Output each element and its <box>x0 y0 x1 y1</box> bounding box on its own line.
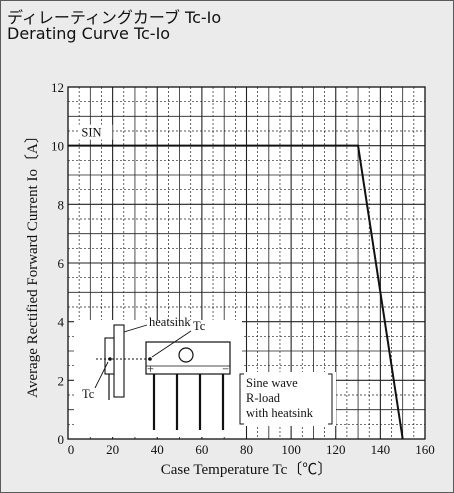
x-tick-label: 60 <box>195 442 208 457</box>
x-tick-label: 140 <box>371 442 391 457</box>
y-tick-label: 8 <box>58 197 65 212</box>
minus-mark: − <box>222 362 229 376</box>
x-tick-label: 120 <box>326 442 346 457</box>
x-tick-label: 100 <box>281 442 301 457</box>
series-label: SIN <box>81 126 101 140</box>
tc-point-side <box>108 357 112 361</box>
series-line <box>68 144 404 440</box>
y-tick-label: 10 <box>51 139 64 154</box>
heatsink-plate <box>113 324 125 398</box>
chart-title-japanese: ディレーティングカーブ Tc-Io <box>7 8 222 27</box>
tc-left-leader <box>94 361 109 389</box>
heatsink-leader <box>123 324 148 333</box>
package-side-view <box>104 337 115 375</box>
condition-line: Sine wave <box>246 376 298 390</box>
plus-mark: + <box>147 362 154 376</box>
tc-label-left: Tc <box>82 387 95 401</box>
series-label-background <box>78 124 113 140</box>
y-tick-label: 4 <box>58 315 65 330</box>
tc-top-leader <box>151 330 192 358</box>
tc-point-front <box>148 357 152 361</box>
y-tick-label: 2 <box>58 373 65 388</box>
y-tick-label: 12 <box>51 80 64 95</box>
condition-bracket-right <box>328 373 333 425</box>
tc-label-top: Tc <box>193 319 206 333</box>
condition-bracket-left <box>239 373 244 425</box>
x-tick-label: 40 <box>151 442 164 457</box>
x-axis-label: Case Temperature Tc〔℃〕 <box>161 461 332 478</box>
condition-note-background <box>238 372 336 426</box>
x-tick-label: 80 <box>240 442 253 457</box>
x-tick-label: 0 <box>68 442 75 457</box>
y-tick-label: 6 <box>58 256 65 271</box>
condition-line: R-load <box>246 391 281 405</box>
mounting-hole <box>178 347 194 363</box>
chart-title-english: Derating Curve Tc-Io <box>7 24 171 43</box>
series-group: SIN <box>68 124 404 440</box>
condition-line: with heatsink <box>246 406 314 420</box>
x-tick-label: 20 <box>106 442 119 457</box>
tick-labels: 0 20 40 60 80 100 120 140 160 0 2 4 6 8 10 12 <box>51 80 435 457</box>
x-tick-label: 160 <box>415 442 435 457</box>
inset-background <box>74 320 242 437</box>
plot-border <box>67 86 426 440</box>
y-tick-label: 0 <box>58 432 65 447</box>
y-axis-label: Average Rectified Forward Current Io〔A〕 <box>24 128 41 398</box>
heatsink-label: heatsink <box>149 315 191 329</box>
